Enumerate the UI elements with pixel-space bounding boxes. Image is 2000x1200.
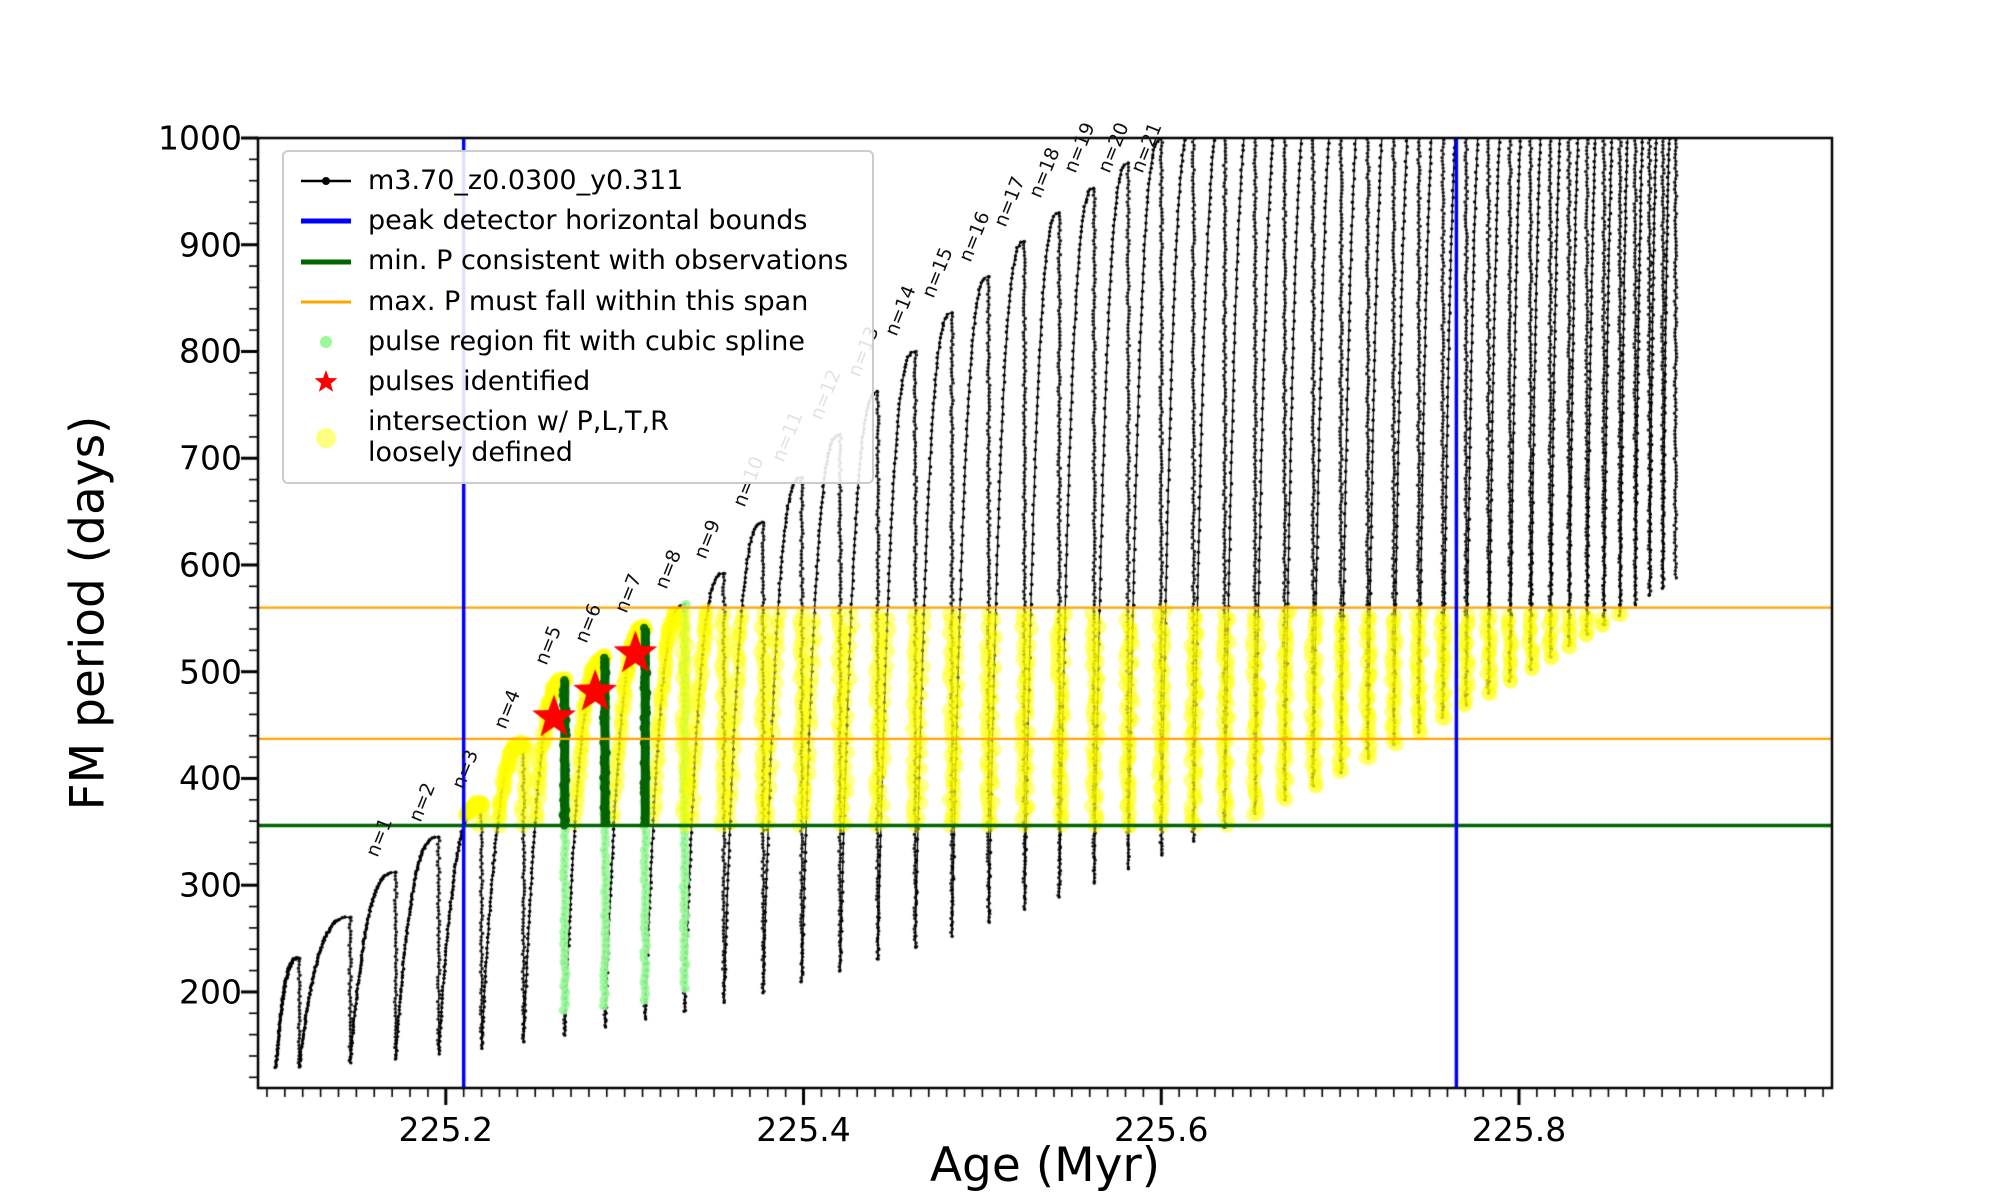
- legend-label-intersection: intersection w/ P,L,T,R loosely defined: [368, 406, 669, 468]
- legend-item-bounds: peak detector horizontal bounds: [298, 205, 848, 237]
- orange-line-marker-icon: [298, 289, 354, 315]
- legend-label-max-p: max. P must fall within this span: [368, 285, 809, 317]
- legend: m3.70_z0.0300_y0.311 peak detector horiz…: [282, 150, 875, 484]
- legend-item-series: m3.70_z0.0300_y0.311: [298, 165, 848, 196]
- red-star-marker-icon: [298, 369, 354, 395]
- green-line-marker-icon: [298, 249, 354, 275]
- y-axis-label: FM period (days): [60, 415, 116, 811]
- legend-item-min-p: min. P consistent with observations: [298, 246, 848, 276]
- line-dot-marker-icon: [298, 168, 354, 194]
- legend-item-pulses: pulses identified: [298, 366, 848, 398]
- x-axis-label: Age (Myr): [929, 1138, 1161, 1193]
- legend-item-spline: pulse region fit with cubic spline: [298, 325, 848, 357]
- legend-label-bounds: peak detector horizontal bounds: [368, 205, 808, 237]
- legend-item-intersection: intersection w/ P,L,T,R loosely defined: [298, 407, 848, 467]
- legend-label-pulses: pulses identified: [368, 366, 591, 398]
- yellow-dot-marker-icon: [298, 418, 354, 458]
- legend-item-max-p: max. P must fall within this span: [298, 285, 848, 317]
- legend-label-spline: pulse region fit with cubic spline: [368, 325, 805, 357]
- legend-label-series: m3.70_z0.0300_y0.311: [368, 165, 684, 196]
- palegreen-dot-marker-icon: [298, 329, 354, 355]
- legend-label-min-p: min. P consistent with observations: [368, 245, 849, 277]
- blue-line-marker-icon: [298, 208, 354, 234]
